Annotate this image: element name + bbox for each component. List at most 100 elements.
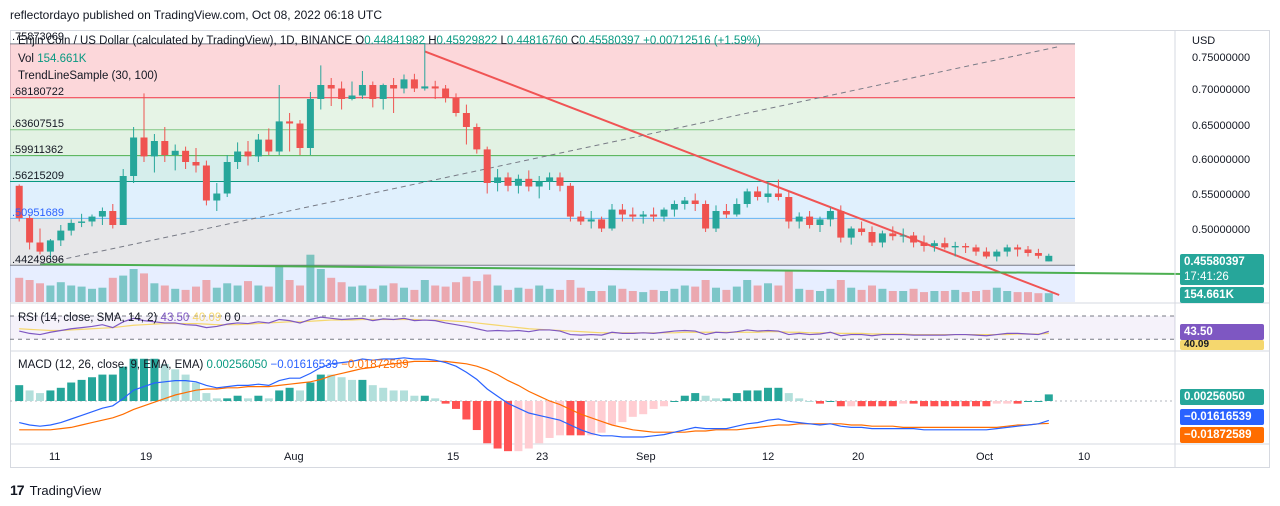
volume-bar bbox=[691, 286, 700, 302]
volume-bar bbox=[108, 277, 117, 302]
candle-body bbox=[171, 150, 179, 155]
volume-bar bbox=[472, 281, 481, 302]
candle-body bbox=[681, 200, 689, 204]
macd-histogram-bar bbox=[264, 398, 273, 401]
candle-body bbox=[889, 233, 897, 237]
volume-bar bbox=[254, 285, 263, 302]
rsi-extra: 0 0 bbox=[224, 312, 241, 324]
axis-tick: 0.55000000 bbox=[1192, 189, 1251, 201]
rsi-tag: 43.50 bbox=[1180, 324, 1264, 340]
macd-histogram-bar bbox=[88, 377, 96, 401]
macd-histogram-bar bbox=[410, 395, 419, 401]
candle-body bbox=[774, 193, 782, 197]
candle-body bbox=[764, 193, 772, 197]
brand-footer[interactable]: 17 TradingView bbox=[10, 482, 101, 498]
trendline-dashed bbox=[39, 46, 1060, 265]
candle-body bbox=[878, 233, 886, 243]
macd-histogram-bar bbox=[556, 401, 564, 436]
rsi-ma-line bbox=[19, 318, 1049, 336]
candle-body bbox=[1024, 249, 1032, 253]
candle-body bbox=[1014, 247, 1022, 250]
macd-histogram-bar bbox=[597, 401, 606, 433]
candle-body bbox=[327, 85, 335, 89]
volume-bar bbox=[722, 289, 731, 302]
macd-legend[interactable]: MACD (12, 26, close, 9, EMA, EMA) 0.0025… bbox=[18, 359, 409, 371]
macd-histogram-bar bbox=[337, 377, 346, 401]
candle-body bbox=[868, 232, 876, 243]
volume-legend[interactable]: Vol 154.661K bbox=[18, 53, 86, 65]
tradingview-logo-icon: 17 bbox=[10, 482, 25, 498]
macd-histogram-bar bbox=[316, 374, 325, 401]
macd-histogram-bar bbox=[1003, 401, 1012, 404]
macd-histogram-bar bbox=[982, 401, 991, 407]
trendline-legend[interactable]: TrendLineSample (30, 100) bbox=[18, 70, 158, 82]
candle-body bbox=[754, 191, 762, 197]
macd-histogram-bar bbox=[878, 401, 887, 407]
volume-bar bbox=[462, 276, 471, 302]
candle-body bbox=[982, 251, 990, 257]
high-value: 0.45929822 bbox=[436, 35, 498, 47]
candle-body bbox=[390, 85, 398, 89]
macd-histogram-bar bbox=[514, 401, 523, 452]
volume-bar bbox=[784, 271, 793, 302]
macd-histogram-bar bbox=[472, 401, 481, 431]
candle-body bbox=[26, 218, 34, 243]
close-label: C bbox=[570, 35, 580, 47]
macd-histogram-bar bbox=[483, 401, 492, 444]
candle-body bbox=[712, 211, 720, 229]
volume-bar bbox=[192, 286, 200, 302]
volume-bar bbox=[566, 280, 575, 302]
x-tick: 19 bbox=[140, 451, 153, 463]
macd-signal-line bbox=[19, 360, 1049, 433]
volume-bar bbox=[150, 283, 159, 302]
volume-bar bbox=[680, 285, 689, 302]
macd-histogram-bar bbox=[951, 401, 960, 407]
candle-body bbox=[556, 177, 564, 186]
x-tick: 10 bbox=[1078, 451, 1091, 463]
volume-bar bbox=[909, 288, 918, 302]
candle-body bbox=[577, 216, 585, 222]
volume-bar bbox=[119, 275, 128, 302]
candle-body bbox=[629, 214, 637, 217]
candle-body bbox=[213, 193, 221, 201]
macd-histogram-bar bbox=[712, 398, 720, 401]
volume-bar bbox=[244, 281, 252, 302]
macd-histogram-bar bbox=[202, 393, 211, 401]
macd-histogram-bar bbox=[847, 401, 856, 407]
candle-body bbox=[951, 246, 959, 248]
macd-histogram-bar bbox=[691, 393, 700, 401]
candle-body bbox=[46, 240, 54, 252]
candle-body bbox=[462, 113, 470, 127]
candle-body bbox=[930, 243, 938, 246]
symbol-legend[interactable]: Enjin Coin / US Dollar (calculated by Tr… bbox=[18, 35, 761, 47]
macd-histogram-bar bbox=[108, 374, 117, 401]
low-value: 0.44816760 bbox=[506, 35, 568, 47]
candle-body bbox=[473, 127, 481, 150]
macd-line-value: −0.01616539 bbox=[270, 359, 338, 371]
macd-histogram-bar bbox=[140, 358, 148, 401]
fib-band bbox=[10, 129, 1075, 156]
macd-histogram-bar bbox=[909, 401, 918, 404]
macd-histogram-bar bbox=[181, 374, 190, 401]
volume-bar bbox=[618, 288, 627, 302]
axis-tick: 0.50000000 bbox=[1192, 224, 1251, 236]
volume-tag: 154.661K bbox=[1180, 287, 1264, 303]
rsi-legend[interactable]: RSI (14, close, SMA, 14, 2) 43.50 40.09 … bbox=[18, 312, 241, 324]
volume-bar bbox=[15, 277, 24, 302]
candle-body bbox=[1003, 247, 1011, 252]
volume-bar bbox=[368, 288, 377, 302]
volume-bar bbox=[701, 280, 710, 302]
volume-bar bbox=[628, 291, 637, 302]
macd-histogram-bar bbox=[566, 401, 575, 436]
brand-name: TradingView bbox=[29, 482, 102, 498]
macd-histogram-bar bbox=[192, 382, 200, 401]
macd-histogram-bar bbox=[171, 369, 180, 401]
macd-histogram-bar bbox=[826, 401, 835, 402]
volume-bar bbox=[223, 283, 232, 302]
volume-bar bbox=[639, 292, 648, 302]
macd-histogram-bar bbox=[379, 387, 388, 401]
candle-body bbox=[826, 211, 834, 220]
volume-bar bbox=[972, 291, 980, 302]
macd-histogram-bar bbox=[1024, 401, 1032, 402]
